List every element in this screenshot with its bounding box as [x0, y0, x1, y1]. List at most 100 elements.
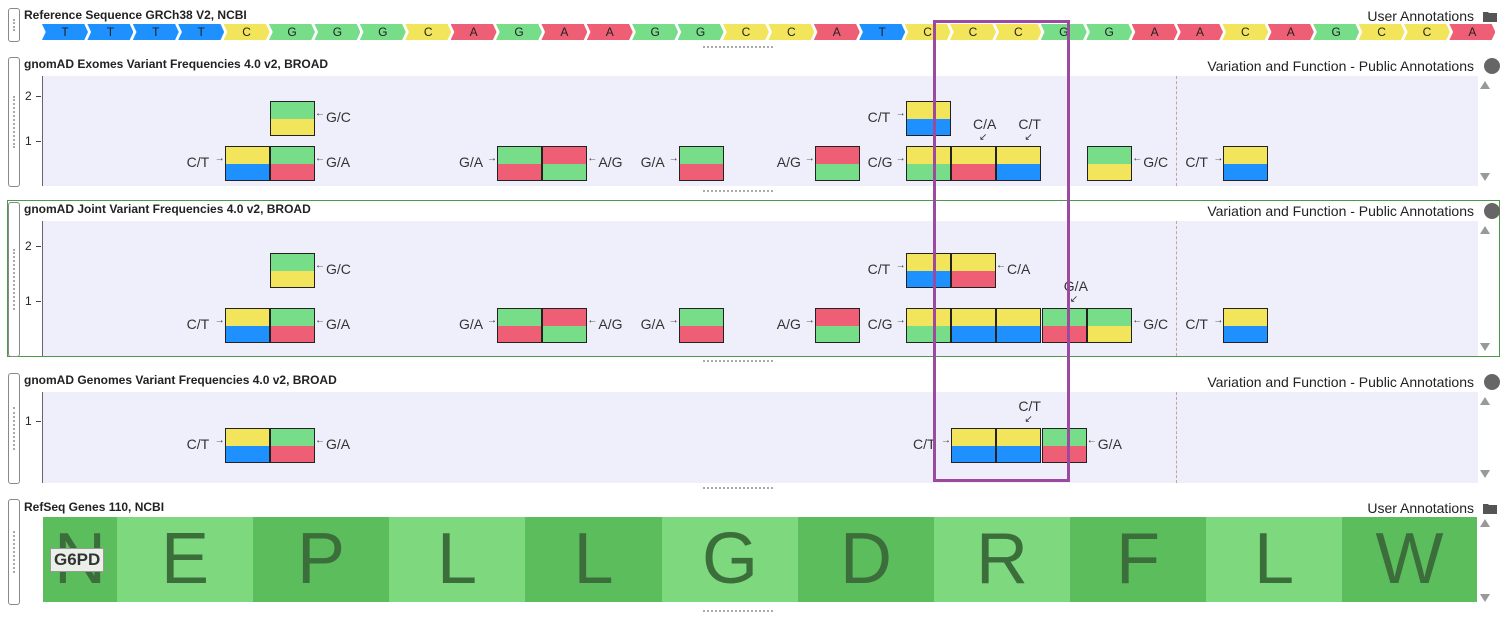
- arrow-down-icon: ↙: [979, 132, 988, 143]
- variant-box[interactable]: [951, 146, 996, 181]
- variant-label: C/T: [867, 109, 891, 125]
- base-A: A: [1131, 24, 1178, 40]
- variant-label: C/A: [973, 116, 997, 132]
- variant-box[interactable]: [1041, 428, 1087, 463]
- track-annotations-link[interactable]: Variation and Function - Public Annotati…: [1207, 203, 1474, 219]
- variant-label: G/A: [640, 154, 665, 170]
- base-C: C: [223, 24, 270, 40]
- variant-label: C/T: [186, 436, 210, 452]
- position-marker: [1176, 392, 1177, 483]
- variant-box[interactable]: [270, 308, 315, 343]
- amino-acid-F: F: [1070, 517, 1206, 602]
- variant-box[interactable]: [678, 308, 724, 343]
- base-T: T: [132, 24, 179, 40]
- variant-box[interactable]: [951, 428, 996, 463]
- base-T: T: [87, 24, 134, 40]
- variant-box[interactable]: [270, 253, 315, 288]
- variant-box[interactable]: [905, 253, 951, 288]
- base-T: T: [859, 24, 906, 40]
- variant-box[interactable]: [542, 146, 588, 181]
- y-tick-label: 1: [25, 294, 32, 308]
- variant-label: G/A: [1063, 278, 1088, 294]
- variant-box[interactable]: [905, 308, 951, 343]
- track-scrollbar[interactable]: [1478, 226, 1492, 351]
- track-scrollbar[interactable]: [1478, 397, 1492, 478]
- folder-icon[interactable]: [1482, 9, 1498, 23]
- protein-track[interactable]: NEPLLGDRFLW: [43, 517, 1477, 602]
- reference-track-title: Reference Sequence GRCh38 V2, NCBI: [24, 8, 247, 22]
- amino-acid-E: E: [117, 517, 253, 602]
- base-G: G: [1086, 24, 1133, 40]
- base-A: A: [1267, 24, 1314, 40]
- variant-box[interactable]: [1087, 146, 1133, 181]
- variant-box[interactable]: [996, 146, 1042, 181]
- variant-box[interactable]: [497, 308, 542, 343]
- variant-box[interactable]: [224, 146, 270, 181]
- variant-box[interactable]: [678, 146, 724, 181]
- reference-track-handle[interactable]: [8, 8, 20, 42]
- arrow-left-icon: ←: [315, 108, 325, 119]
- variant-label: C/A: [1007, 261, 1031, 277]
- genes-scrollbar[interactable]: [1478, 519, 1492, 602]
- amino-acid-L: L: [525, 517, 662, 602]
- variant-box[interactable]: [270, 428, 315, 463]
- variant-label: A/G: [776, 154, 801, 170]
- variant-box[interactable]: [1087, 308, 1133, 343]
- variant-box[interactable]: [270, 101, 315, 136]
- variant-box[interactable]: [905, 146, 951, 181]
- arrow-right-icon: →: [214, 315, 225, 326]
- genes-resize-grip[interactable]: [703, 610, 773, 616]
- track-annotations-link[interactable]: Variation and Function - Public Annotati…: [1207, 58, 1474, 74]
- arrow-right-icon: →: [1213, 315, 1224, 326]
- amino-acid-R: R: [934, 517, 1070, 602]
- variant-box[interactable]: [905, 101, 951, 136]
- lock-icon[interactable]: [1484, 203, 1500, 219]
- track-resize-grip[interactable]: [703, 190, 773, 196]
- lock-icon[interactable]: [1484, 374, 1500, 390]
- base-C: C: [1404, 24, 1450, 40]
- genes-track-handle[interactable]: [8, 499, 20, 605]
- variant-box[interactable]: [270, 146, 315, 181]
- lock-icon[interactable]: [1484, 58, 1500, 74]
- base-A: A: [541, 24, 588, 40]
- variant-box[interactable]: [497, 146, 542, 181]
- track-handle[interactable]: [8, 202, 20, 357]
- track-resize-grip[interactable]: [703, 487, 773, 493]
- variant-box[interactable]: [542, 308, 588, 343]
- variant-box[interactable]: [224, 308, 270, 343]
- track-handle[interactable]: [8, 373, 20, 484]
- base-C: C: [405, 24, 452, 40]
- arrow-down-icon: ↙: [1024, 132, 1033, 143]
- reference-annotations-link[interactable]: User Annotations: [1367, 8, 1474, 24]
- arrow-right-icon: →: [895, 108, 906, 119]
- gene-label[interactable]: G6PD: [50, 548, 105, 572]
- folder-icon[interactable]: [1482, 501, 1498, 515]
- variant-box[interactable]: [951, 253, 996, 288]
- variant-box[interactable]: [814, 308, 860, 343]
- reference-resize-grip[interactable]: [703, 46, 773, 52]
- arrow-left-icon: ←: [587, 315, 598, 326]
- arrow-right-icon: →: [668, 153, 679, 164]
- track-scrollbar[interactable]: [1478, 81, 1492, 181]
- track-handle[interactable]: [8, 57, 20, 187]
- base-G: G: [269, 24, 315, 40]
- base-A: A: [1449, 24, 1496, 40]
- y-tick: [36, 96, 41, 97]
- variant-box[interactable]: [951, 308, 996, 343]
- variant-box[interactable]: [996, 428, 1042, 463]
- variant-box[interactable]: [1223, 308, 1269, 343]
- variant-box[interactable]: [1041, 308, 1087, 343]
- amino-acid-L: L: [389, 517, 525, 602]
- variant-box[interactable]: [814, 146, 860, 181]
- y-tick-label: 1: [25, 414, 32, 428]
- variant-box[interactable]: [1223, 146, 1269, 181]
- genes-annotations-link[interactable]: User Annotations: [1367, 500, 1474, 516]
- variant-box[interactable]: [224, 428, 270, 463]
- arrow-right-icon: →: [214, 435, 225, 446]
- variant-label: G/A: [459, 154, 484, 170]
- arrow-right-icon: →: [895, 260, 906, 271]
- arrow-right-icon: →: [214, 153, 225, 164]
- variant-box[interactable]: [996, 308, 1042, 343]
- track-resize-grip[interactable]: [703, 360, 773, 366]
- track-annotations-link[interactable]: Variation and Function - Public Annotati…: [1207, 374, 1474, 390]
